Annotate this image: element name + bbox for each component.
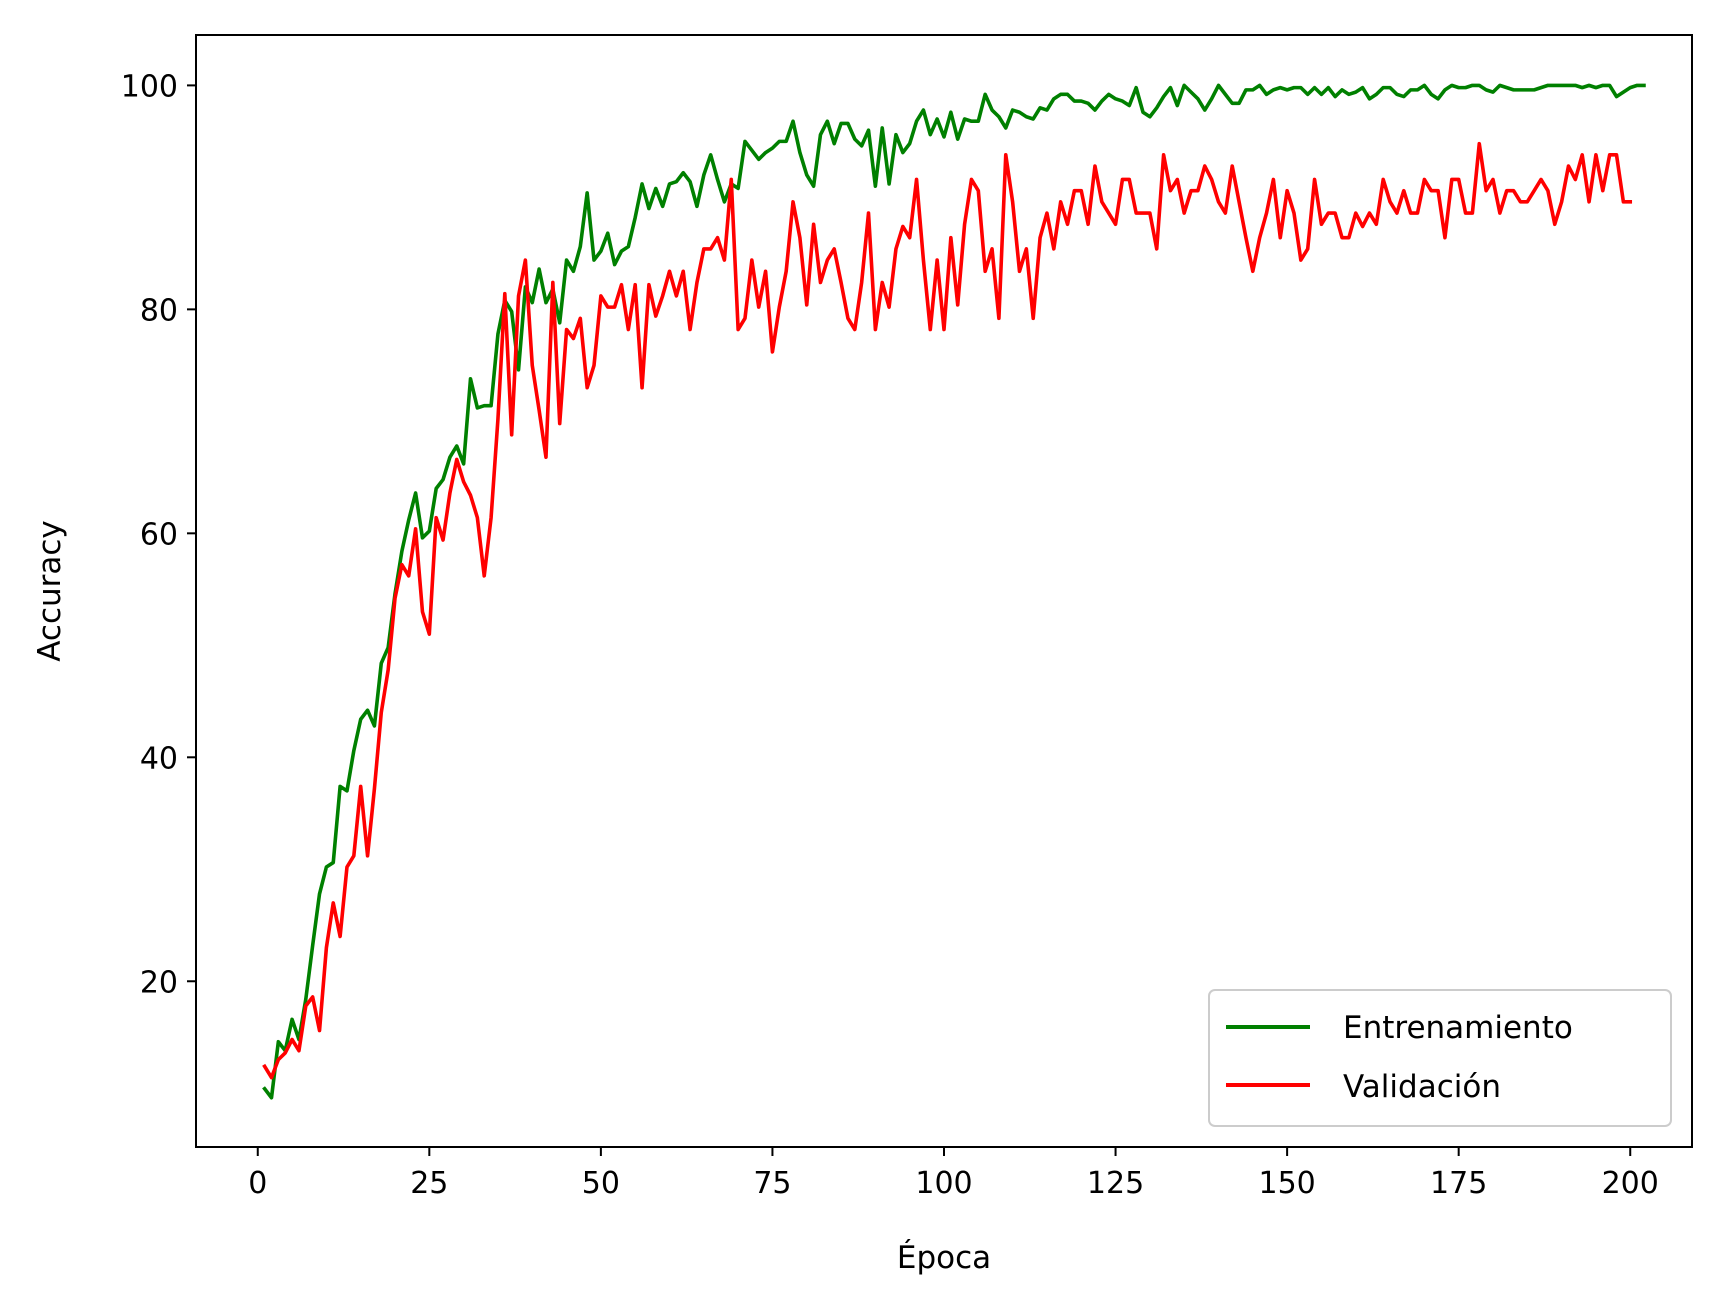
axes-frame (195, 34, 1693, 1148)
legend-box (1208, 989, 1672, 1127)
y-tick-label: 80 (140, 293, 178, 328)
y-axis: 20 40 60 80 100 (121, 69, 196, 1000)
series-line-entrenamiento (262, 83, 1646, 1100)
legend-label-entrenamiento: Entrenamiento (1343, 1010, 1573, 1046)
y-tick-label: 20 (140, 965, 178, 1000)
plot-area (262, 83, 1646, 1100)
y-tick-label: 40 (140, 741, 178, 776)
y-axis-label: Accuracy (32, 520, 68, 662)
x-tick-label: 0 (248, 1166, 267, 1201)
x-tick-label: 50 (582, 1166, 620, 1201)
x-tick-label: 75 (753, 1166, 791, 1201)
legend: Entrenamiento Validación (1208, 989, 1672, 1127)
x-tick-label: 200 (1602, 1166, 1659, 1201)
y-tick-label: 100 (121, 69, 178, 104)
legend-label-validacion: Validación (1343, 1069, 1501, 1105)
x-tick-label: 25 (410, 1166, 448, 1201)
x-tick-label: 125 (1087, 1166, 1144, 1201)
x-tick-label: 175 (1430, 1166, 1487, 1201)
series-line-validacion (262, 141, 1633, 1080)
x-axis-label: Época (897, 1240, 991, 1276)
y-tick-label: 60 (140, 517, 178, 552)
x-tick-label: 100 (915, 1166, 972, 1201)
x-axis: 0 25 50 75 100 125 150 175 200 (248, 1147, 1659, 1201)
x-tick-label: 150 (1258, 1166, 1315, 1201)
